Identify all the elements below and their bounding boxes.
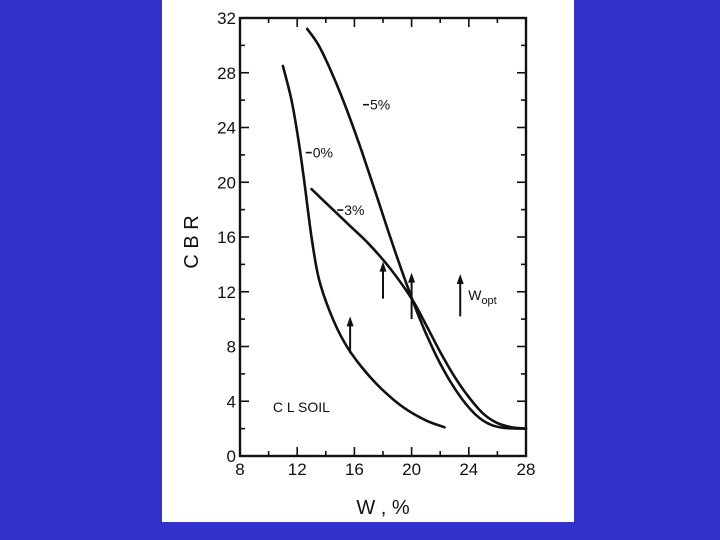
- optimum-arrow-1-head: [379, 261, 387, 272]
- legend-arrow-head: [456, 273, 464, 284]
- legend-wopt-subscript: opt: [481, 295, 496, 307]
- x-tick-label: 16: [345, 460, 364, 479]
- series-line-0: [281, 64, 446, 429]
- x-tick-label: 20: [402, 460, 421, 479]
- optimum-arrow-0-head: [346, 316, 354, 327]
- y-tick-label: 24: [217, 119, 236, 138]
- y-tick-label: 12: [217, 283, 236, 302]
- optimum-arrow-2-head: [408, 272, 416, 283]
- y-axis-title: C B R: [181, 215, 203, 268]
- cbr-chart: 0 4 8 12 16 20 24 28 32 8 12 16 20 24 28 Wopt 5% 0% 3% C L…: [181, 9, 536, 519]
- plot-frame: [238, 16, 528, 458]
- y-tick-label: 4: [227, 392, 236, 411]
- legend-wopt-label: Wopt: [468, 287, 497, 307]
- x-tick-label: 12: [288, 460, 307, 479]
- series-line-1: [310, 187, 528, 430]
- x-axis-title: W , %: [356, 497, 410, 519]
- soil-annotation: C L SOIL: [273, 399, 330, 415]
- series-line-2: [305, 27, 528, 430]
- x-tick-label: 24: [459, 460, 478, 479]
- y-tick-label: 32: [217, 9, 236, 28]
- series-label-0: 5%: [370, 97, 390, 113]
- slide-panel: 0 4 8 12 16 20 24 28 32 8 12 16 20 24 28 Wopt 5% 0% 3% C L…: [162, 0, 574, 522]
- y-tick-label: 20: [217, 173, 236, 192]
- x-tick-label: 28: [517, 460, 536, 479]
- y-tick-label: 0: [227, 447, 236, 466]
- y-tick-label: 16: [217, 228, 236, 247]
- x-tick-label: 8: [235, 460, 244, 479]
- series-label-1: 0%: [313, 145, 333, 161]
- y-tick-label: 8: [227, 338, 236, 357]
- y-tick-label: 28: [217, 64, 236, 83]
- series-label-2: 3%: [344, 202, 364, 218]
